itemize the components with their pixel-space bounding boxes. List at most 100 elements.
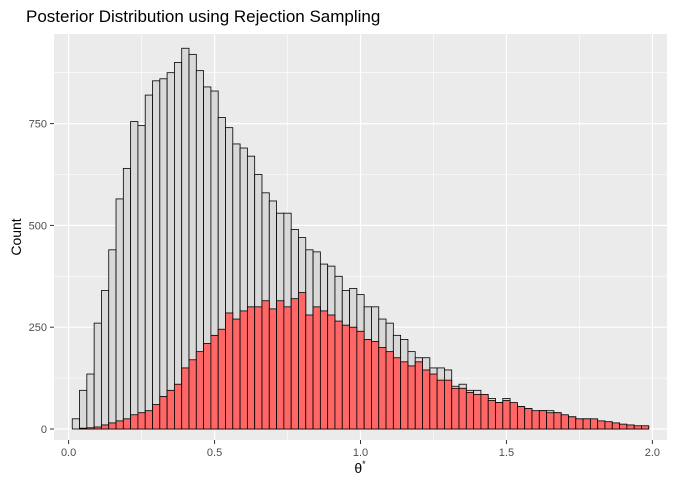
posterior-bar: [502, 400, 511, 430]
posterior-bar: [611, 422, 620, 430]
x-axis-title: θ*: [354, 459, 366, 476]
posterior-bar: [305, 314, 314, 430]
y-tick-label: 250: [29, 322, 47, 334]
prior-bar: [152, 80, 161, 430]
posterior-bar: [633, 425, 642, 430]
posterior-bar: [414, 361, 423, 430]
y-tick-label: 0: [41, 424, 47, 436]
posterior-bar: [451, 387, 460, 430]
posterior-bar: [276, 300, 285, 430]
prior-bar: [174, 62, 183, 430]
posterior-bar: [480, 393, 489, 430]
x-tick-label: 1.5: [499, 447, 514, 459]
posterior-bar: [101, 424, 110, 430]
posterior-bar: [217, 328, 226, 430]
prior-bar: [101, 290, 110, 430]
posterior-bar: [283, 306, 292, 430]
posterior-bar: [122, 418, 132, 430]
posterior-bar: [159, 396, 168, 430]
posterior-bar: [531, 410, 540, 430]
prior-bar: [137, 125, 146, 430]
posterior-bar: [582, 418, 591, 430]
posterior-bar: [254, 306, 263, 430]
posterior-bar: [553, 412, 562, 430]
posterior-bar: [575, 418, 584, 430]
posterior-bar: [363, 339, 372, 430]
posterior-bar: [392, 357, 402, 430]
posterior-bar: [232, 318, 241, 430]
posterior-bar: [290, 298, 299, 430]
posterior-bar: [604, 421, 613, 430]
posterior-bar: [319, 310, 329, 430]
posterior-bar: [298, 292, 307, 430]
posterior-bar: [371, 341, 380, 430]
x-tick-label: 0.0: [61, 447, 76, 459]
posterior-bar: [137, 412, 146, 430]
posterior-bar: [378, 347, 387, 430]
posterior-bar: [130, 414, 139, 430]
posterior-bar: [181, 367, 190, 430]
posterior-bar: [152, 404, 161, 430]
prior-bar: [130, 121, 139, 430]
posterior-bar: [188, 359, 197, 430]
posterior-bar: [261, 300, 270, 430]
posterior-bar: [538, 410, 547, 430]
posterior-bar: [509, 402, 518, 430]
posterior-bar: [487, 400, 496, 430]
posterior-bar: [203, 343, 212, 430]
prior-bar: [71, 418, 80, 430]
prior-bar: [115, 198, 124, 430]
posterior-bar: [641, 425, 650, 430]
posterior-bar: [174, 383, 183, 430]
posterior-bar: [458, 387, 467, 430]
posterior-bar: [334, 320, 343, 430]
posterior-bar: [210, 334, 219, 430]
posterior-bar: [589, 418, 599, 430]
posterior-bar: [225, 312, 234, 430]
posterior-bar: [568, 416, 577, 430]
prior-bar: [144, 94, 153, 430]
y-axis-title: Count: [8, 218, 24, 255]
x-axis-title-sup: *: [362, 459, 366, 469]
y-axis: 0 250 500 750: [29, 119, 54, 436]
prior-bar: [122, 167, 132, 430]
posterior-bar: [422, 369, 431, 430]
posterior-bar: [115, 420, 124, 430]
posterior-bar: [108, 422, 117, 430]
prior-bar: [86, 373, 95, 430]
posterior-bar: [524, 408, 533, 430]
posterior-bar: [86, 427, 95, 430]
posterior-bar: [516, 406, 526, 430]
posterior-bar: [144, 410, 153, 430]
posterior-bar: [327, 314, 336, 430]
posterior-bar: [597, 420, 606, 430]
posterior-bar: [195, 351, 205, 430]
prior-bar: [166, 72, 175, 430]
posterior-bar: [239, 310, 248, 430]
posterior-bar: [429, 373, 438, 430]
posterior-bar: [626, 424, 635, 430]
x-tick-label: 0.5: [207, 447, 222, 459]
posterior-bar: [341, 324, 350, 430]
posterior-bar: [465, 391, 475, 430]
prior-bar: [93, 322, 102, 430]
posterior-bar: [268, 308, 277, 430]
posterior-bar: [79, 427, 88, 430]
posterior-bar: [473, 393, 482, 430]
posterior-bar: [495, 402, 504, 430]
y-tick-label: 750: [29, 119, 47, 131]
posterior-bar: [246, 306, 256, 430]
y-tick-label: 500: [29, 220, 47, 232]
prior-bar: [108, 249, 117, 430]
posterior-bar: [385, 351, 394, 430]
posterior-bar: [546, 412, 555, 430]
posterior-bar: [93, 426, 102, 430]
posterior-bar: [444, 379, 453, 430]
posterior-bar: [407, 365, 416, 430]
chart-title: Posterior Distribution using Rejection S…: [26, 7, 380, 26]
x-tick-label: 1.0: [353, 447, 368, 459]
posterior-bar: [436, 379, 445, 430]
posterior-bar: [619, 423, 628, 430]
